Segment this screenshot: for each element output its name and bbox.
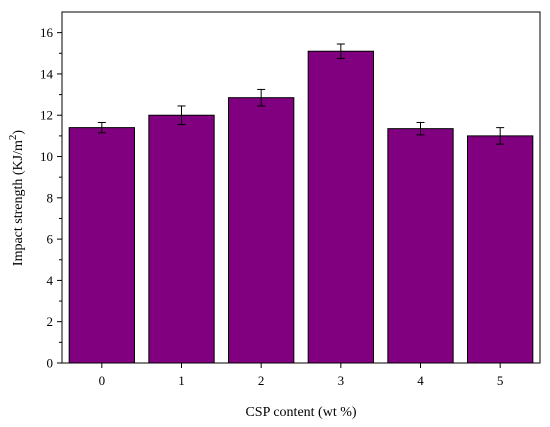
y-tick-label-16: 16: [40, 25, 54, 40]
x-axis-ticks: 0 1 2 3 4 5: [99, 363, 504, 388]
x-tick-label-0: 0: [99, 373, 106, 388]
y-tick-label-8: 8: [47, 190, 54, 205]
x-tick-label-4: 4: [417, 373, 424, 388]
y-axis-title-main: Impact strength (KJ/m: [11, 140, 26, 266]
y-tick-label-0: 0: [47, 356, 54, 371]
x-tick-label-2: 2: [258, 373, 265, 388]
bars-group: [68, 50, 534, 364]
x-axis-title: CSP content (wt %): [245, 405, 356, 420]
bar-5: [467, 135, 534, 364]
y-tick-label-14: 14: [40, 66, 54, 81]
x-tick-label-3: 3: [338, 373, 345, 388]
y-tick-label-10: 10: [40, 149, 53, 164]
x-tick-label-1: 1: [178, 373, 185, 388]
y-tick-label-4: 4: [47, 273, 54, 288]
bar-0: [68, 127, 135, 364]
y-axis-title: Impact strength (KJ/m2): [7, 130, 26, 266]
bar-1: [148, 114, 215, 364]
bar-2: [228, 97, 295, 364]
y-axis-title-superscript: 2: [7, 135, 19, 141]
y-tick-label-12: 12: [40, 108, 53, 123]
bar-4: [387, 128, 454, 364]
y-tick-label-6: 6: [47, 232, 54, 247]
y-axis-title-close: ): [11, 130, 26, 135]
x-tick-label-5: 5: [497, 373, 504, 388]
plot-frame: [61, 11, 541, 364]
bar-3: [307, 50, 374, 364]
y-axis-ticks: 0 2 4 6 8 10 12 14 16: [40, 25, 62, 371]
error-bars-group: [97, 43, 505, 145]
y-tick-label-2: 2: [47, 314, 54, 329]
